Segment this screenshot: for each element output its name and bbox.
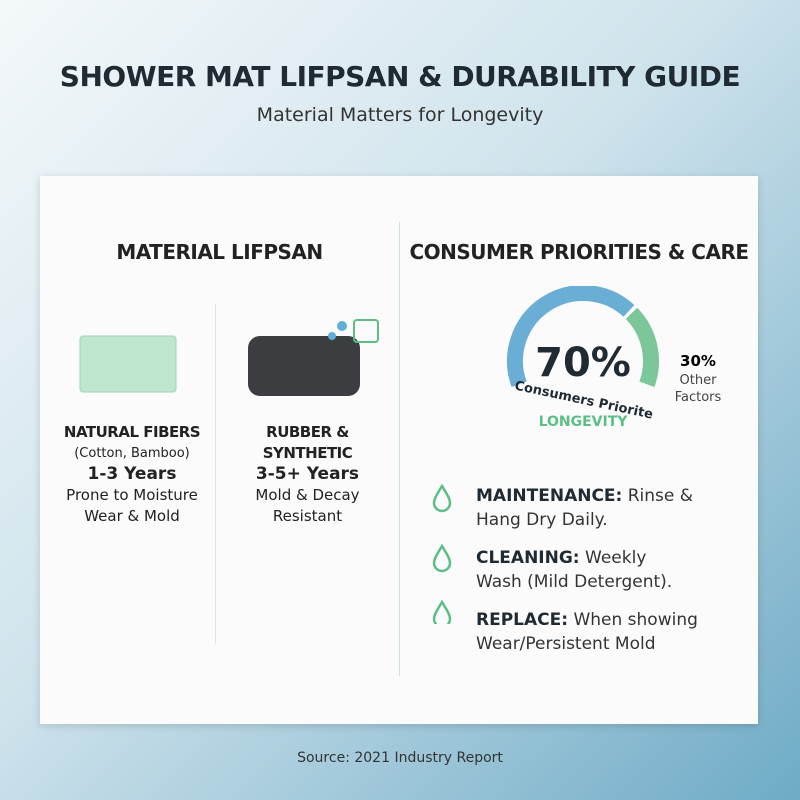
drop-icon — [432, 599, 452, 624]
card: MATERIAL LIFPSAN NATURAL FIBERS (Cotton,… — [40, 176, 758, 724]
care-icons — [432, 484, 452, 624]
gauge-segment — [507, 286, 635, 387]
gauge-value: 70% — [535, 340, 631, 386]
fiber-mat — [79, 335, 177, 393]
droplet — [328, 332, 336, 340]
title: SHOWER MAT LIFPSAN & DURABILITY GUIDE — [59, 60, 741, 93]
care-label: MAINTENANCE: — [476, 486, 623, 506]
divider — [399, 222, 400, 676]
material-name: SYNTHETIC — [262, 444, 353, 462]
gauge: 70% Consumers Priorite LONGEVITY 30% Oth… — [507, 286, 722, 430]
material-note: Wear & Mold — [84, 507, 180, 525]
material-examples: (Cotton, Bamboo) — [74, 446, 190, 461]
illustrations — [79, 319, 379, 396]
care-text: When showing — [573, 610, 698, 630]
care-label: CLEANING: — [476, 548, 580, 568]
care-text: Hang Dry Daily. — [476, 510, 608, 530]
subtitle: Material Matters for Longevity — [256, 104, 544, 126]
calendar-icon — [353, 319, 379, 343]
divider — [215, 304, 216, 644]
material-name: RUBBER & — [266, 423, 349, 441]
material-years: 3-5+ Years — [255, 464, 360, 484]
material-years: 1-3 Years — [87, 464, 177, 484]
care-item: MAINTENANCE: Rinse & Hang Dry Daily. — [476, 484, 776, 532]
droplet — [337, 321, 347, 331]
gauge-segment — [625, 307, 659, 387]
material-name: NATURAL FIBERS — [63, 423, 201, 441]
rubber-mat — [248, 336, 360, 396]
section-title: CONSUMER PRIORITIES & CARE — [409, 240, 749, 264]
care-label: REPLACE: — [476, 610, 569, 630]
care-text: Weekly — [585, 548, 647, 568]
other-caption: Other — [680, 373, 718, 388]
care-text: Wear/Persistent Mold — [476, 634, 656, 654]
drop-icon — [432, 484, 452, 513]
gauge-emphasis: LONGEVITY — [539, 414, 629, 430]
care-item: CLEANING: Weekly Wash (Mild Detergent). — [476, 546, 776, 594]
material-note: Resistant — [272, 507, 343, 525]
material-note: Prone to Moisture — [66, 486, 198, 504]
source: Source: 2021 Industry Report — [297, 750, 503, 766]
other-value: 30% — [680, 352, 716, 370]
care-item: REPLACE: When showing Wear/Persistent Mol… — [476, 608, 776, 656]
section-title: MATERIAL LIFPSAN — [116, 240, 323, 264]
care-text: Rinse & — [627, 486, 694, 506]
other-caption: Factors — [675, 390, 722, 405]
material-note: Mold & Decay — [255, 486, 360, 504]
drop-icon — [432, 543, 452, 573]
care-text: Wash (Mild Detergent). — [476, 572, 673, 592]
